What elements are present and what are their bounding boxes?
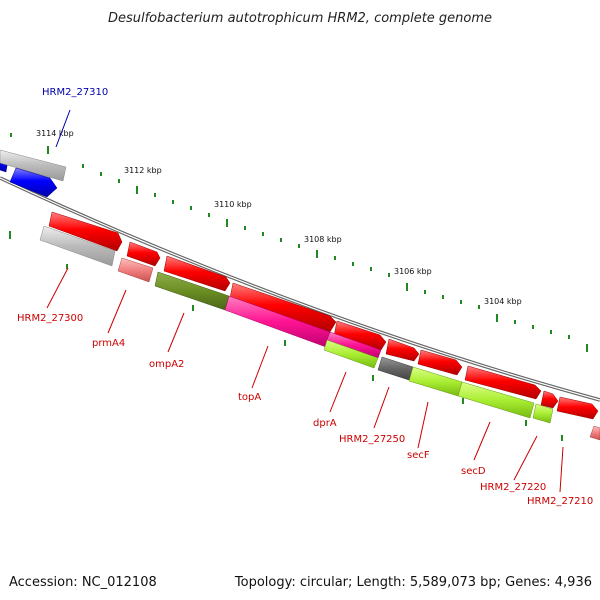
gene-label[interactable]: HRM2_27300 (17, 313, 83, 324)
gene-arrow-red[interactable] (126, 241, 161, 267)
kbp-label: 3114 kbp (36, 129, 74, 138)
gene-arrow-pink[interactable] (117, 257, 154, 283)
gene-arrow-red[interactable] (229, 282, 337, 333)
gene-label[interactable]: topA (238, 392, 261, 403)
forward-strand-genes (48, 211, 599, 420)
gene-arrow-grey[interactable] (39, 225, 116, 267)
gene-label[interactable]: dprA (313, 418, 337, 429)
kbp-labels: 3114 kbp 3112 kbp 3110 kbp 3108 kbp 3106… (36, 129, 522, 306)
gene-label[interactable]: HRM2_27210 (527, 496, 593, 507)
gene-arrow-red[interactable] (417, 349, 463, 376)
feature-bar-lime[interactable] (532, 403, 554, 424)
gene-label[interactable]: HRM2_27310 (42, 87, 108, 98)
gene-label[interactable]: secF (407, 450, 430, 461)
gene-arrow-blue[interactable] (9, 167, 58, 198)
feature-bars (39, 225, 600, 441)
gene-label[interactable]: HRM2_27220 (480, 482, 546, 493)
gene-label[interactable]: ompA2 (149, 359, 184, 370)
gene-arrow-pink[interactable] (589, 425, 600, 441)
accession-text: Accession: NC_012108 (9, 575, 157, 590)
gene-arrow-red[interactable] (540, 390, 559, 409)
gene-arrow-red[interactable] (48, 211, 123, 252)
reverse-strand-genes (0, 149, 67, 198)
gene-arrow-red[interactable] (385, 338, 420, 362)
gene-arrow-red[interactable] (464, 365, 542, 400)
kbp-label: 3110 kbp (214, 200, 252, 209)
map-title: Desulfobacterium autotrophicum HRM2, com… (108, 11, 492, 26)
inner-scale-ticks (9, 231, 563, 441)
genome-backbone (0, 176, 600, 402)
leader-lines (46, 109, 564, 493)
feature-bar-lime[interactable] (323, 339, 379, 369)
kbp-label: 3106 kbp (394, 267, 432, 276)
gene-label[interactable]: HRM2_27250 (339, 434, 405, 445)
outer-scale-ticks (10, 133, 588, 352)
gene-labels: HRM2_27310 HRM2_27300 prmA4 ompA2 topA d… (17, 87, 593, 507)
gene-arrow-red[interactable] (163, 255, 231, 292)
feature-bar-dark-grey[interactable] (377, 356, 414, 381)
kbp-label: 3104 kbp (484, 297, 522, 306)
kbp-label: 3112 kbp (124, 166, 162, 175)
gene-arrow-red[interactable] (556, 396, 599, 420)
kbp-label: 3108 kbp (304, 235, 342, 244)
gene-label[interactable]: secD (461, 466, 486, 477)
topology-text: Topology: circular; Length: 5,589,073 bp… (234, 575, 592, 590)
feature-bar-lime[interactable] (457, 381, 535, 419)
gene-arrow-grey[interactable] (0, 149, 67, 182)
gene-label[interactable]: prmA4 (92, 338, 125, 349)
